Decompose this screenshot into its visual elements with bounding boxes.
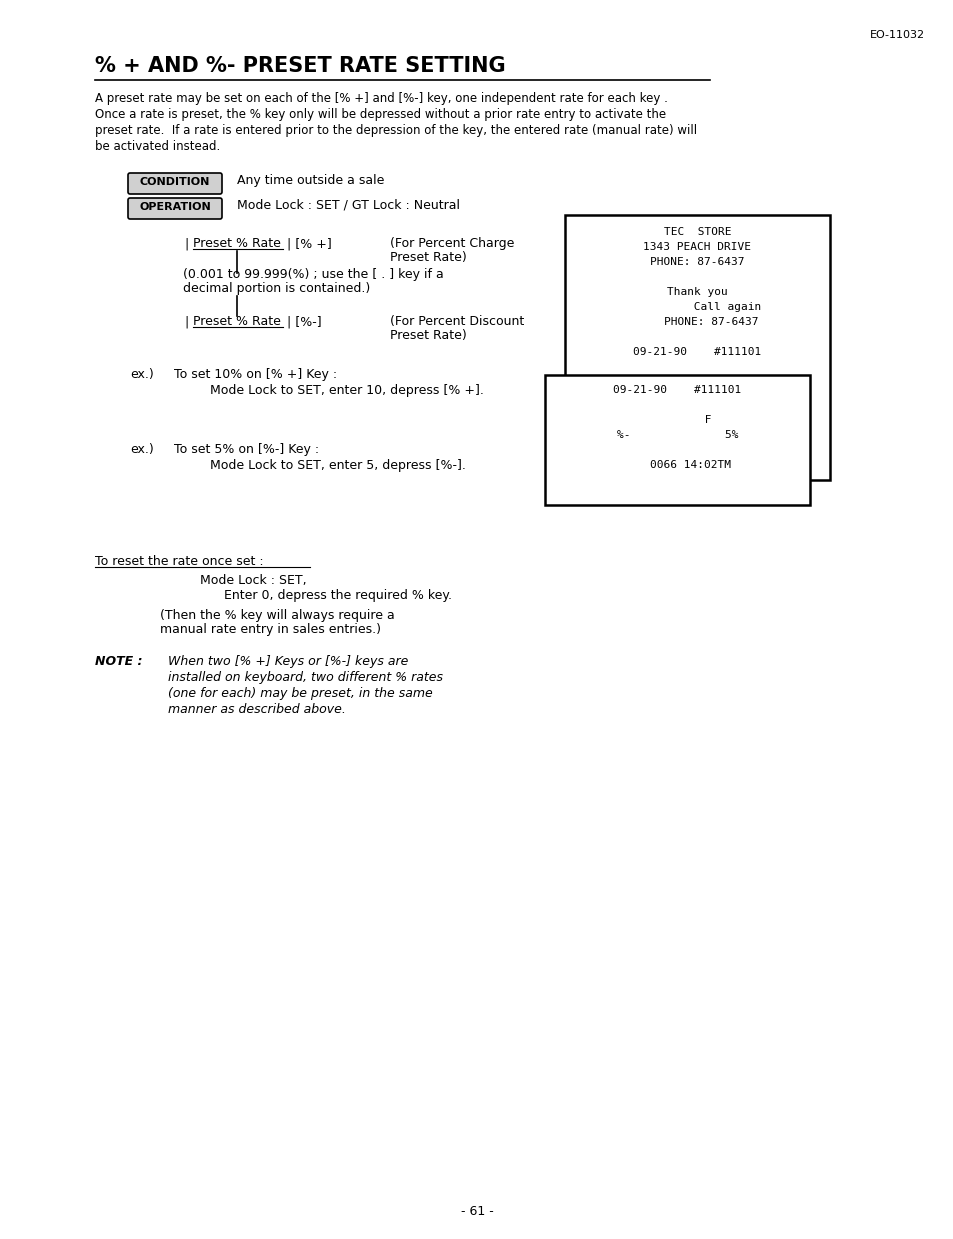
Text: (0.001 to 99.999(%) ; use the [ . ] key if a: (0.001 to 99.999(%) ; use the [ . ] key … — [183, 268, 443, 281]
Text: NOTE :: NOTE : — [95, 655, 142, 668]
Text: ex.): ex.) — [130, 444, 153, 456]
Text: % + AND %- PRESET RATE SETTING: % + AND %- PRESET RATE SETTING — [95, 56, 505, 76]
Text: - 61 -: - 61 - — [460, 1206, 493, 1218]
Text: (For Percent Charge: (For Percent Charge — [390, 237, 514, 250]
Text: PHONE: 87-6437: PHONE: 87-6437 — [650, 256, 744, 266]
Text: F: F — [663, 377, 731, 387]
Text: Any time outside a sale: Any time outside a sale — [236, 173, 384, 187]
Text: (one for each) may be preset, in the same: (one for each) may be preset, in the sam… — [168, 686, 433, 700]
Text: | [% +]: | [% +] — [283, 237, 332, 250]
Text: Mode Lock to SET, enter 5, depress [%-].: Mode Lock to SET, enter 5, depress [%-]. — [210, 458, 465, 472]
Text: CONDITION: CONDITION — [140, 177, 210, 187]
Text: decimal portion is contained.): decimal portion is contained.) — [183, 282, 370, 295]
Text: |: | — [185, 237, 193, 250]
Bar — [544, 375, 809, 506]
Text: Mode Lock to SET, enter 10, depress [% +].: Mode Lock to SET, enter 10, depress [% +… — [210, 384, 483, 396]
Text: Mode Lock : SET,: Mode Lock : SET, — [200, 574, 306, 587]
Text: Preset Rate): Preset Rate) — [390, 330, 466, 342]
Text: manner as described above.: manner as described above. — [168, 703, 346, 716]
Text: |: | — [185, 315, 193, 328]
Text: EO-11032: EO-11032 — [869, 30, 924, 40]
Text: TEC  STORE: TEC STORE — [663, 227, 731, 237]
Text: manual rate entry in sales entries.): manual rate entry in sales entries.) — [160, 623, 380, 636]
Text: 0065 14:02TM: 0065 14:02TM — [643, 422, 751, 432]
Text: (For Percent Discount: (For Percent Discount — [390, 315, 524, 328]
Text: (Then the % key will always require a: (Then the % key will always require a — [160, 610, 395, 622]
Text: When two [% +] Keys or [%-] keys are: When two [% +] Keys or [%-] keys are — [168, 655, 408, 668]
Text: Call again: Call again — [633, 302, 760, 312]
Text: installed on keyboard, two different % rates: installed on keyboard, two different % r… — [168, 672, 442, 684]
Text: PHONE: 87-6437: PHONE: 87-6437 — [636, 317, 758, 327]
Text: 0066 14:02TM: 0066 14:02TM — [623, 460, 731, 470]
Text: ex.): ex.) — [130, 368, 153, 382]
Text: Preset % Rate: Preset % Rate — [193, 237, 280, 250]
Text: 1343 PEACH DRIVE: 1343 PEACH DRIVE — [643, 242, 751, 252]
Text: A preset rate may be set on each of the [% +] and [%-] key, one independent rate: A preset rate may be set on each of the … — [95, 92, 667, 105]
Text: %-              5%: %- 5% — [616, 430, 738, 440]
FancyBboxPatch shape — [128, 198, 222, 219]
Text: To reset the rate once set :: To reset the rate once set : — [95, 555, 263, 567]
Bar — [564, 216, 829, 479]
Text: To set 5% on [%-] Key :: To set 5% on [%-] Key : — [173, 444, 319, 456]
Text: To set 10% on [% +] Key :: To set 10% on [% +] Key : — [173, 368, 336, 382]
Text: | [%-]: | [%-] — [283, 315, 321, 328]
Text: %+              10%: %+ 10% — [633, 392, 760, 401]
Text: Once a rate is preset, the % key only will be depressed without a prior rate ent: Once a rate is preset, the % key only wi… — [95, 108, 665, 121]
Text: 09-21-90    #111101: 09-21-90 #111101 — [613, 385, 740, 395]
Text: Thank you: Thank you — [666, 287, 727, 297]
Text: F: F — [643, 415, 711, 425]
Text: OPERATION: OPERATION — [139, 202, 211, 212]
Text: Preset Rate): Preset Rate) — [390, 252, 466, 264]
Text: 09-21-90    #111101: 09-21-90 #111101 — [633, 347, 760, 357]
Text: preset rate.  If a rate is entered prior to the depression of the key, the enter: preset rate. If a rate is entered prior … — [95, 124, 697, 138]
Text: Enter 0, depress the required % key.: Enter 0, depress the required % key. — [200, 589, 452, 602]
Text: Mode Lock : SET / GT Lock : Neutral: Mode Lock : SET / GT Lock : Neutral — [236, 199, 459, 212]
Text: be activated instead.: be activated instead. — [95, 140, 220, 152]
FancyBboxPatch shape — [128, 173, 222, 195]
Text: Preset % Rate: Preset % Rate — [193, 315, 280, 328]
